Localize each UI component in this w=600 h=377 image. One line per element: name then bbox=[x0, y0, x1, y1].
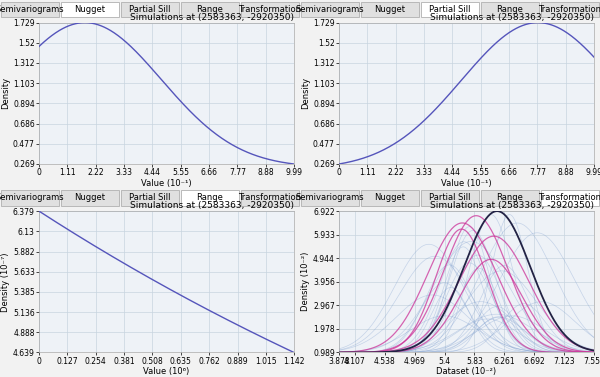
FancyBboxPatch shape bbox=[241, 190, 299, 206]
Text: Range: Range bbox=[197, 193, 223, 202]
Text: Nugget: Nugget bbox=[374, 5, 406, 14]
Text: Partial Sill: Partial Sill bbox=[429, 193, 471, 202]
Y-axis label: Density: Density bbox=[301, 77, 310, 109]
X-axis label: Value (10⁻¹): Value (10⁻¹) bbox=[441, 179, 492, 187]
Text: Simulations at (2583363, -2920350): Simulations at (2583363, -2920350) bbox=[430, 201, 594, 210]
FancyBboxPatch shape bbox=[121, 2, 179, 17]
Text: Transformation: Transformation bbox=[539, 5, 600, 14]
Y-axis label: Density (10⁻⁷): Density (10⁻⁷) bbox=[1, 252, 10, 311]
Y-axis label: Density: Density bbox=[1, 77, 10, 109]
Text: Semivariograms: Semivariograms bbox=[296, 193, 364, 202]
Text: Simulations at (2583363, -2920350): Simulations at (2583363, -2920350) bbox=[430, 13, 594, 22]
X-axis label: Value (10⁶): Value (10⁶) bbox=[143, 367, 190, 376]
FancyBboxPatch shape bbox=[421, 2, 479, 17]
Text: Nugget: Nugget bbox=[374, 193, 406, 202]
FancyBboxPatch shape bbox=[1, 190, 59, 206]
X-axis label: Dataset (10⁻²): Dataset (10⁻²) bbox=[436, 367, 497, 376]
FancyBboxPatch shape bbox=[181, 2, 239, 17]
Text: Simulations at (2583363, -2920350): Simulations at (2583363, -2920350) bbox=[130, 13, 294, 22]
FancyBboxPatch shape bbox=[61, 190, 119, 206]
Text: Nugget: Nugget bbox=[74, 5, 106, 14]
Text: Range: Range bbox=[497, 193, 523, 202]
Text: Transformation: Transformation bbox=[239, 5, 302, 14]
Text: Transformation: Transformation bbox=[239, 193, 302, 202]
Text: Transformation: Transformation bbox=[539, 193, 600, 202]
Text: Partial Sill: Partial Sill bbox=[129, 5, 171, 14]
FancyBboxPatch shape bbox=[181, 190, 239, 206]
FancyBboxPatch shape bbox=[541, 2, 599, 17]
Text: Simulations at (2583363, -2920350): Simulations at (2583363, -2920350) bbox=[130, 201, 294, 210]
FancyBboxPatch shape bbox=[421, 190, 479, 206]
FancyBboxPatch shape bbox=[481, 190, 539, 206]
FancyBboxPatch shape bbox=[1, 2, 59, 17]
Text: Partial Sill: Partial Sill bbox=[129, 193, 171, 202]
FancyBboxPatch shape bbox=[61, 2, 119, 17]
FancyBboxPatch shape bbox=[541, 190, 599, 206]
Text: Partial Sill: Partial Sill bbox=[429, 5, 471, 14]
FancyBboxPatch shape bbox=[481, 2, 539, 17]
FancyBboxPatch shape bbox=[241, 2, 299, 17]
Text: Semivariograms: Semivariograms bbox=[0, 193, 64, 202]
Text: Semivariograms: Semivariograms bbox=[0, 5, 64, 14]
FancyBboxPatch shape bbox=[301, 2, 359, 17]
Text: Range: Range bbox=[497, 5, 523, 14]
FancyBboxPatch shape bbox=[301, 190, 359, 206]
Y-axis label: Density (10⁻²): Density (10⁻²) bbox=[301, 252, 310, 311]
FancyBboxPatch shape bbox=[361, 2, 419, 17]
Text: Nugget: Nugget bbox=[74, 193, 106, 202]
Text: Range: Range bbox=[197, 5, 223, 14]
Text: Semivariograms: Semivariograms bbox=[296, 5, 364, 14]
FancyBboxPatch shape bbox=[121, 190, 179, 206]
X-axis label: Value (10⁻¹): Value (10⁻¹) bbox=[141, 179, 192, 187]
FancyBboxPatch shape bbox=[361, 190, 419, 206]
